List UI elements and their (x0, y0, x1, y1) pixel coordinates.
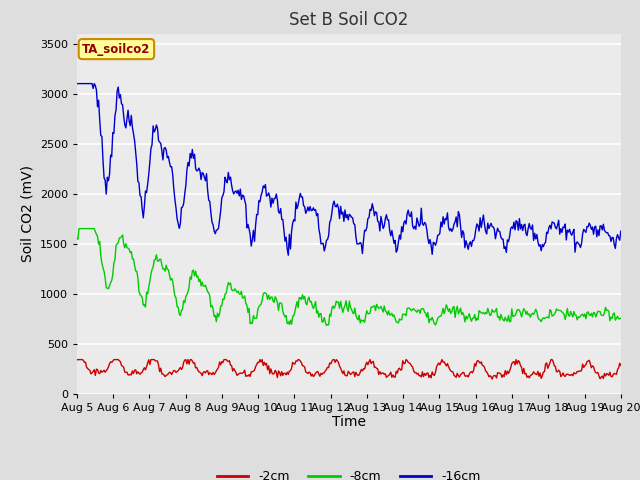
Legend: -2cm, -8cm, -16cm: -2cm, -8cm, -16cm (212, 465, 486, 480)
Title: Set B Soil CO2: Set B Soil CO2 (289, 11, 408, 29)
Text: TA_soilco2: TA_soilco2 (82, 43, 150, 56)
X-axis label: Time: Time (332, 415, 366, 430)
Y-axis label: Soil CO2 (mV): Soil CO2 (mV) (20, 165, 34, 262)
